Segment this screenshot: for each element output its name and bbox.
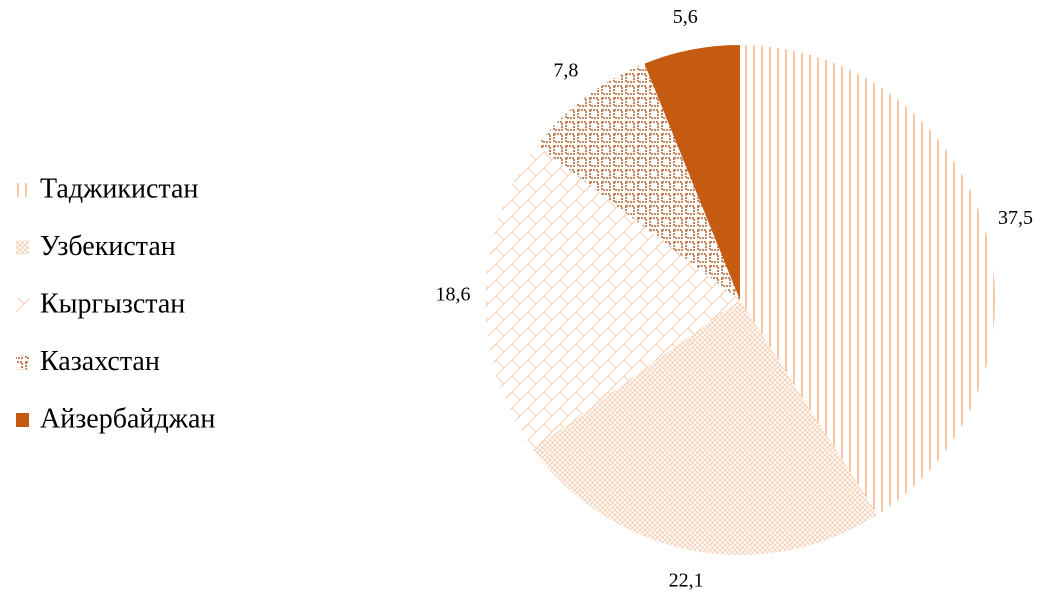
legend-swatch (16, 183, 29, 197)
pie-slice (533, 300, 878, 556)
pie-slice (485, 145, 740, 450)
pie-slice (740, 45, 996, 515)
legend-swatch (16, 298, 29, 312)
legend-label: Таджикистан (40, 173, 198, 204)
data-label: 37,5 (998, 207, 1033, 229)
legend-label: Кыргызстан (40, 288, 185, 319)
pie-slice (537, 63, 740, 301)
data-label: 5,6 (673, 6, 698, 28)
legend-label: Узбекистан (40, 231, 176, 262)
data-label: 22,1 (669, 570, 704, 592)
data-label: 7,8 (553, 59, 578, 81)
data-label: 18,6 (436, 284, 471, 306)
pie-slice (644, 45, 740, 300)
legend-swatch (16, 355, 29, 370)
legend-swatch (16, 240, 29, 255)
legend-swatch (16, 413, 29, 427)
legend-label: Айзербайджан (40, 403, 215, 434)
legend-label: Казахстан (40, 346, 160, 377)
